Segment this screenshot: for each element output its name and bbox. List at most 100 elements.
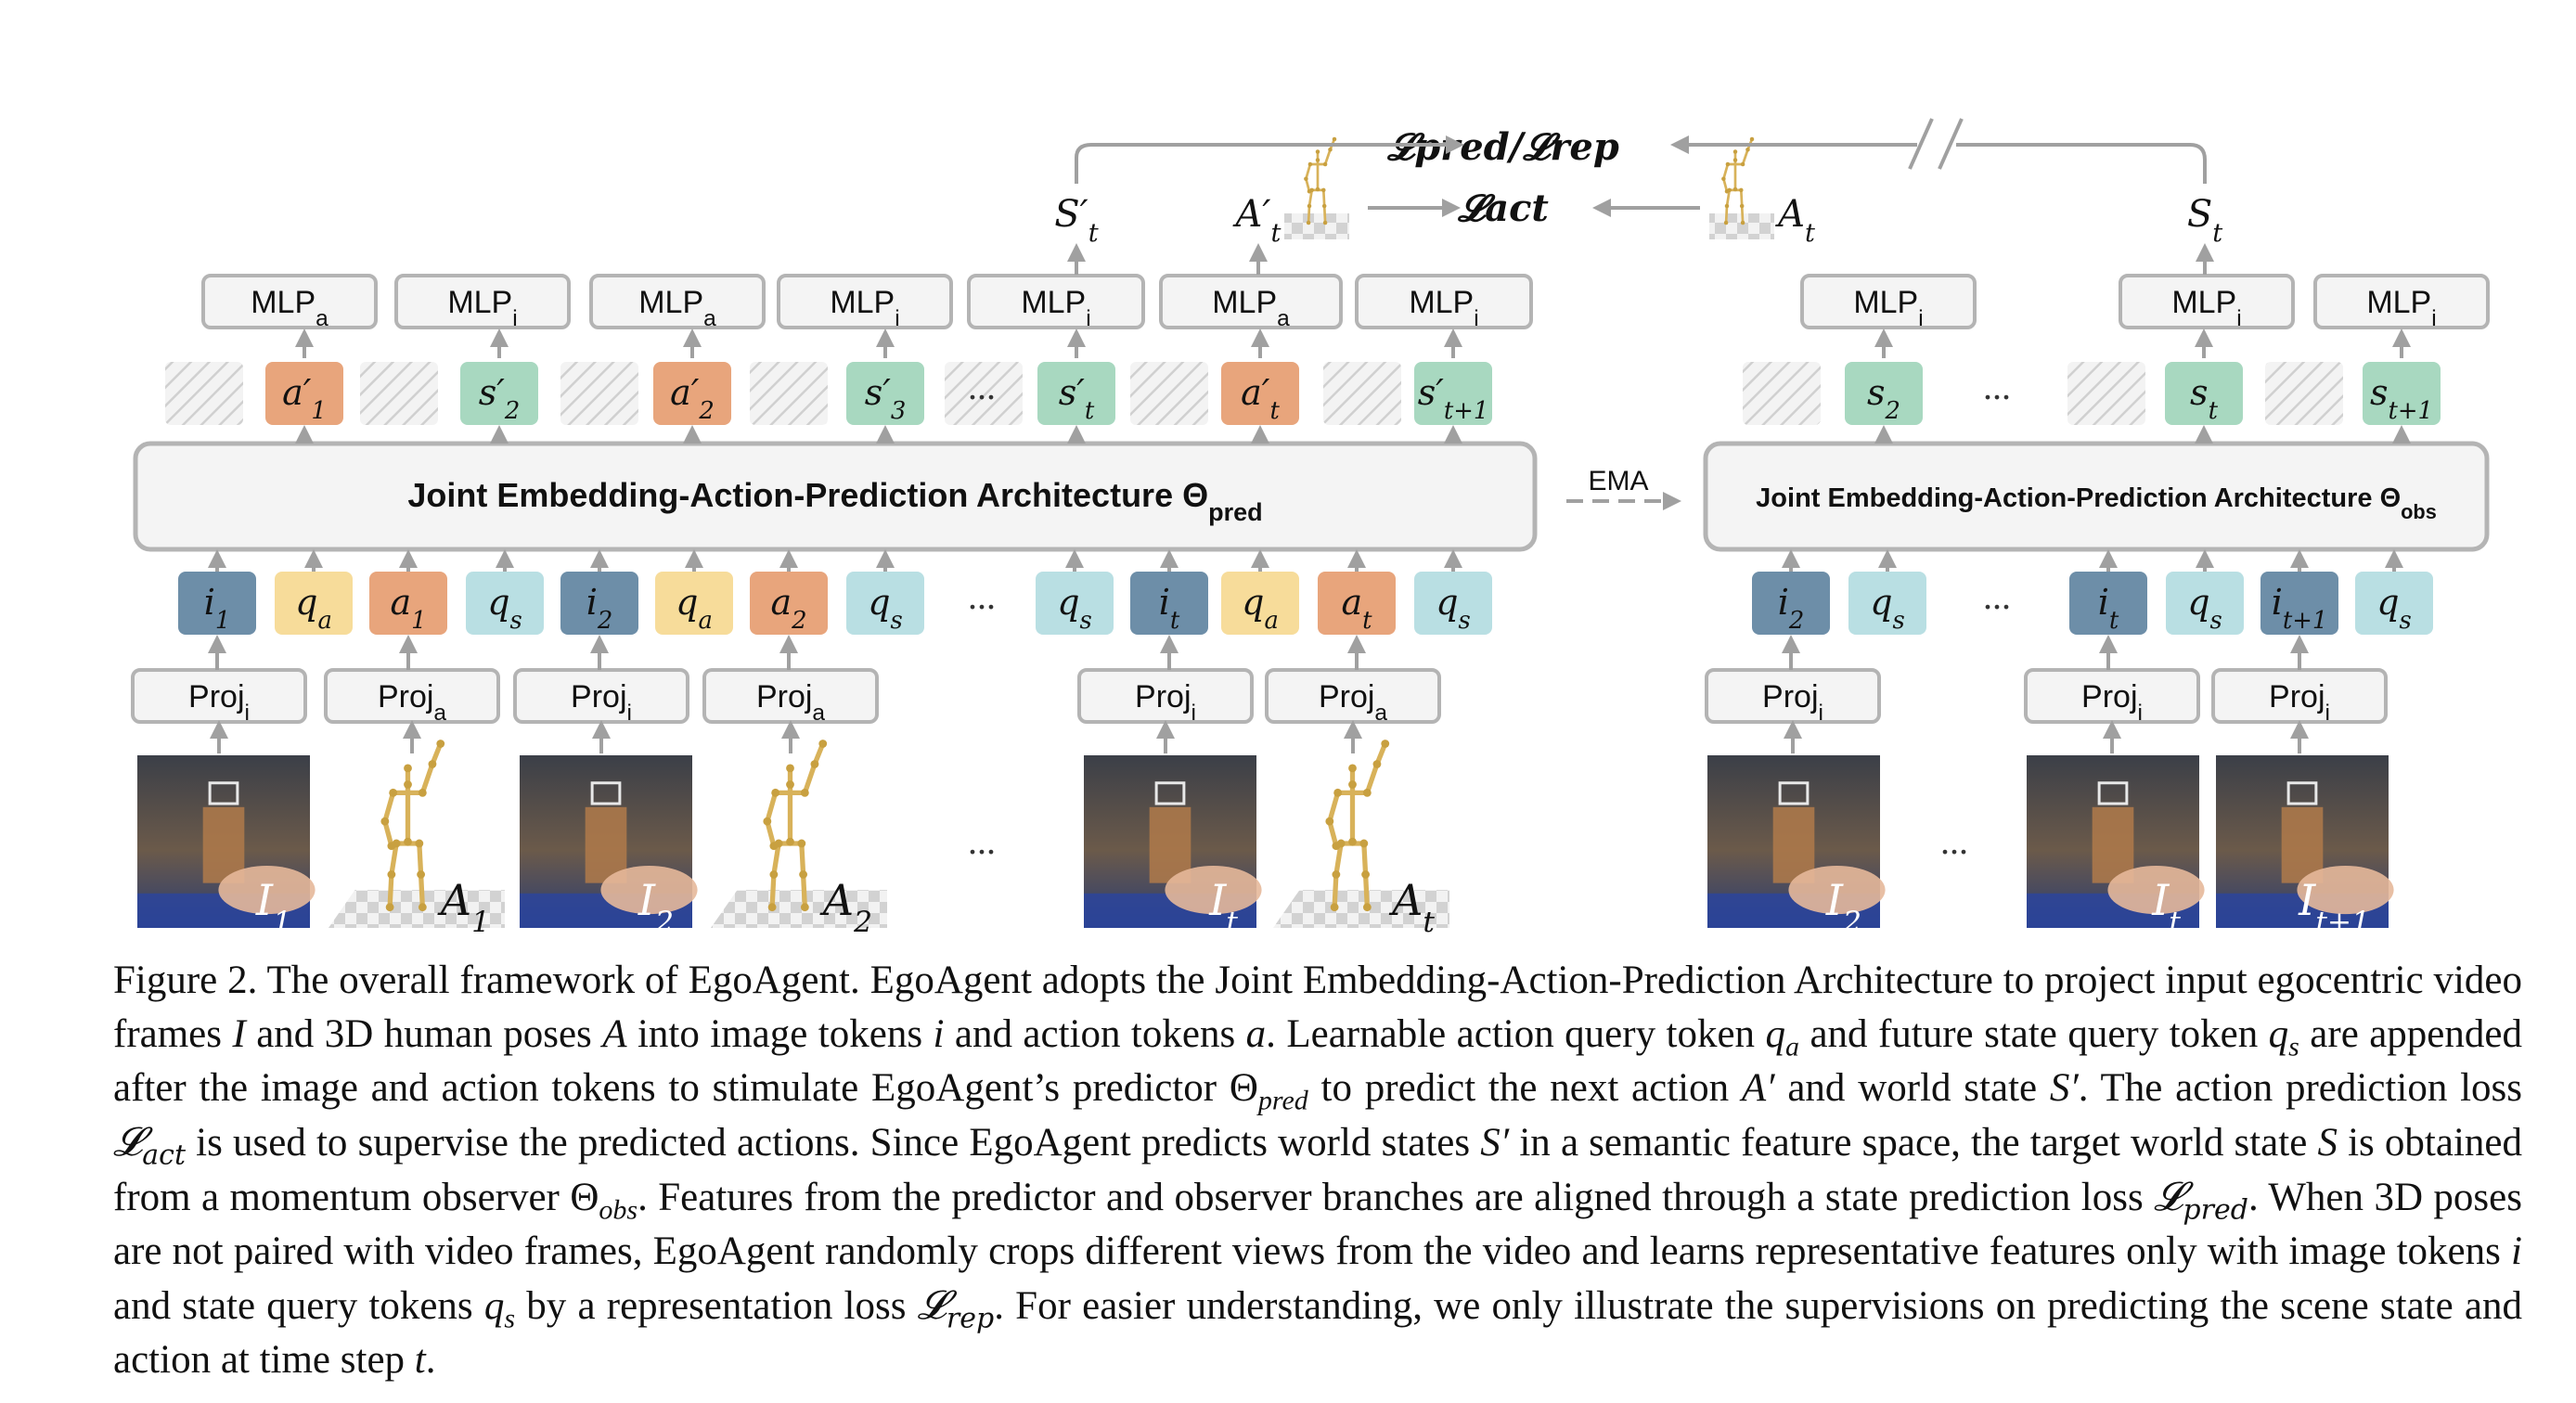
pose-joint — [763, 817, 772, 826]
pred-out-token-3-fill — [653, 362, 731, 425]
obs-proj-2-label: Proji — [2081, 679, 2143, 726]
pose-joint — [1332, 136, 1337, 142]
math-symbol: qs — [483, 1284, 516, 1334]
obs-in-token-1-fill — [1752, 572, 1830, 635]
pose-bone — [800, 871, 808, 910]
pred-input-pose-2-label: A1 — [437, 875, 490, 939]
math-symbol: i — [933, 1012, 945, 1056]
pose-bone — [771, 841, 781, 878]
obs-out-token-3-label: st+1 — [2370, 372, 2433, 425]
pred-in-token-11: qa — [1221, 572, 1299, 635]
pred-mlp-4-label: MLPi — [830, 285, 899, 331]
pose-bone — [1321, 188, 1326, 208]
court-floor — [2281, 806, 2324, 883]
pose-bone — [1305, 162, 1312, 181]
obs-out-token-1: s2 — [1845, 362, 1923, 425]
obs-in-token-4-label: qs — [2187, 582, 2222, 635]
pred-in-token-4-fill — [466, 572, 544, 635]
pose-bone — [382, 790, 396, 824]
pose-bone — [1361, 841, 1369, 878]
pose-bone — [1307, 204, 1311, 225]
hand — [600, 866, 698, 915]
math-symbol: I — [232, 1012, 246, 1056]
pose-bone — [1327, 790, 1341, 824]
math-symbol: t — [414, 1338, 426, 1382]
pose-joint — [1362, 903, 1372, 912]
obs-in-token-6-label: qs — [2376, 582, 2412, 635]
pred-proj-1: Proji — [131, 668, 307, 726]
obs-out-token-3: st+1 — [2363, 362, 2441, 425]
caption-text: Figure 2. The overall framework of EgoAg… — [113, 959, 2523, 1382]
pred-mlp-4-box — [777, 274, 953, 329]
observer-label: Joint Embedding-Action-Prediction Archit… — [1756, 483, 2437, 523]
pred-in-token-13: qs — [1414, 572, 1492, 635]
pose-joint — [1727, 187, 1732, 193]
pred-mlp-1-box — [201, 274, 378, 329]
pred-mlp-6: MLPa — [1159, 274, 1343, 331]
math-symbol: i — [2511, 1229, 2522, 1273]
pose-joint — [1348, 764, 1357, 773]
predictor-architecture: Joint Embedding-Action-Prediction Archit… — [133, 441, 1538, 552]
obs-input-frame-3: It+1 — [2216, 755, 2394, 939]
pred-mlp-7-box — [1355, 274, 1533, 329]
hand — [2297, 866, 2394, 915]
label-st-prime: S′t — [1054, 193, 1098, 248]
pose-bone — [769, 871, 777, 910]
ema-label: EMA — [1588, 466, 1648, 496]
pred-out-token-7-fill — [1414, 362, 1492, 425]
pred-in-token-13-fill — [1414, 572, 1492, 635]
backboard — [590, 781, 622, 805]
pose-joint — [769, 870, 779, 879]
pose-bone — [1722, 177, 1729, 193]
obs-in-ellipsis: ... — [1983, 575, 2011, 617]
pred-input-pose-4-floor — [711, 890, 887, 928]
pred-in-token-4: qs — [466, 572, 544, 635]
pred-in-token-6-label: qa — [676, 582, 713, 635]
pred-mlp-5-label: MLPi — [1021, 285, 1090, 331]
pose-joint — [1372, 760, 1382, 768]
hand — [218, 866, 316, 915]
pose-joint — [1723, 220, 1729, 225]
pred-in-token-5: i2 — [560, 572, 638, 635]
math-symbol: a — [1245, 1012, 1267, 1056]
pose-joint — [1724, 203, 1730, 209]
pose-joint — [1330, 903, 1339, 912]
pose-bone — [1362, 871, 1371, 910]
pred-mlp-3: MLPa — [589, 274, 766, 331]
pred-input-frame-5: It — [1084, 755, 1262, 939]
pose-bone — [1725, 188, 1732, 208]
pose-joint — [1359, 839, 1369, 848]
pose-joint — [1739, 203, 1745, 209]
pred-in-token-2-fill — [275, 572, 353, 635]
pose-joint — [800, 903, 809, 912]
pose-bone — [799, 841, 806, 878]
obs-out-token-2-label: st — [2190, 372, 2219, 425]
pose-joint — [1321, 203, 1327, 209]
pred-input-pose-6: At — [1273, 875, 1449, 939]
obs-mlp-1: MLPi — [1800, 274, 1977, 331]
pred-input-pose-6-skeleton — [1325, 740, 1390, 912]
backboard — [2097, 781, 2129, 805]
obs-mlp-3-box — [2313, 274, 2490, 329]
pose-joint — [799, 870, 808, 879]
pose-joint — [786, 837, 794, 846]
obs-in-token-5: it+1 — [2260, 572, 2338, 635]
math-symbol: A — [602, 1012, 627, 1056]
pose-bone — [1327, 818, 1339, 849]
pose-joint — [404, 837, 412, 846]
pred-proj-4: Proja — [702, 668, 879, 726]
pred-in-token-3-label: a1 — [390, 582, 426, 635]
obs-in-token-6: qs — [2355, 572, 2433, 635]
pose-joint — [436, 740, 445, 748]
pred-proj-6-label: Proja — [1319, 679, 1387, 726]
pose-bone — [1305, 177, 1311, 193]
pred-out-token-5: s′t — [1037, 362, 1115, 425]
pose-joint — [1732, 158, 1738, 162]
pred-in-token-4-label: qs — [487, 582, 522, 635]
pose-joint — [818, 740, 828, 748]
obs-input-frame-1: I2 — [1707, 755, 1886, 939]
pose-joint — [797, 839, 806, 848]
masked-token — [945, 362, 1023, 425]
pose-joint — [1315, 158, 1320, 162]
pose-joint — [1315, 149, 1320, 154]
